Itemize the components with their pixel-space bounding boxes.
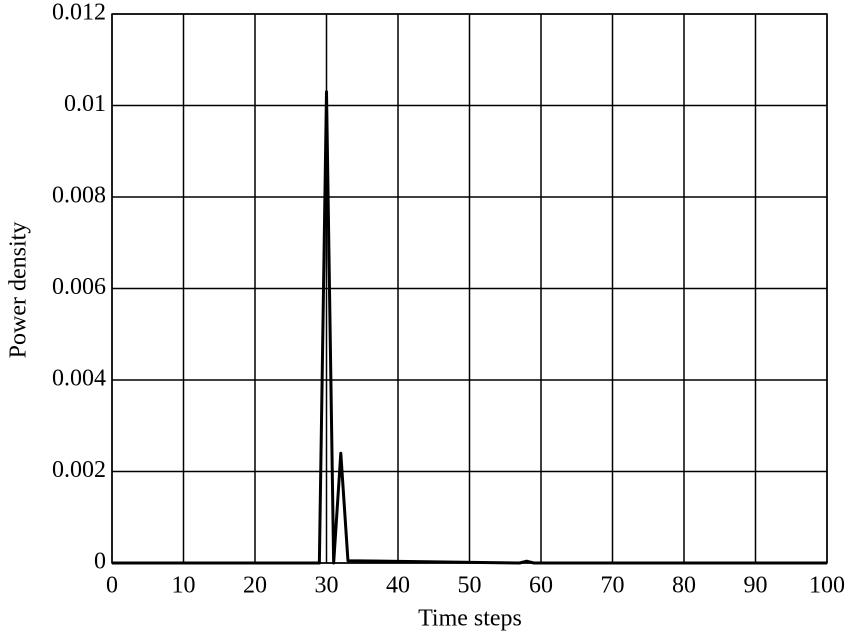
y-tick-label: 0.01	[64, 91, 106, 117]
x-tick-label: 0	[106, 573, 118, 599]
x-tick-label: 40	[386, 573, 410, 599]
x-tick-label: 100	[809, 573, 845, 599]
data-line	[112, 90, 827, 565]
x-tick-label: 10	[172, 573, 196, 599]
x-axis-label: Time steps	[418, 606, 522, 632]
y-tick-label: 0.012	[52, 0, 106, 26]
y-tick-label: 0.008	[52, 183, 106, 209]
y-tick-label: 0.002	[52, 457, 106, 483]
x-tick-label: 30	[315, 573, 339, 599]
y-axis-label: Power density	[6, 222, 32, 359]
x-tick-label: 90	[744, 573, 768, 599]
y-tick-label: 0.006	[52, 274, 106, 300]
x-tick-label: 20	[243, 573, 267, 599]
x-tick-label: 50	[458, 573, 482, 599]
x-tick-label: 60	[529, 573, 553, 599]
x-tick-label: 70	[601, 573, 625, 599]
y-tick-label: 0	[94, 549, 106, 575]
x-tick-label: 80	[672, 573, 696, 599]
y-tick-label: 0.004	[52, 366, 106, 392]
